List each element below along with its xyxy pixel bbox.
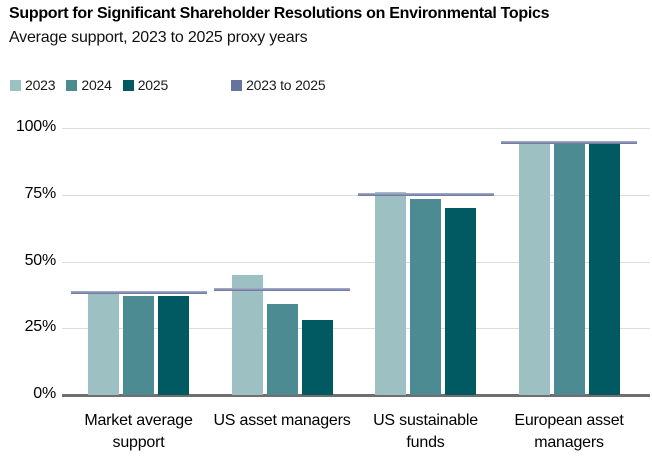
x-axis-label-line: support — [112, 434, 165, 451]
x-axis-label-line: US sustainable — [373, 412, 478, 429]
bar-2025-group2 — [301, 320, 333, 395]
average-line-group2 — [214, 288, 350, 292]
average-line-group1 — [70, 290, 207, 294]
bar-2024-group1 — [123, 296, 154, 395]
gridline-50 — [62, 261, 650, 263]
y-tick-label-100: 100% — [15, 118, 56, 135]
x-axis-label-group3: US sustainable funds — [341, 410, 511, 454]
x-axis-baseline — [62, 394, 650, 397]
chart-legend: 2023 2024 2025 2023 to 2025 — [10, 77, 336, 93]
legend-item-2023-to-2025: 2023 to 2025 — [231, 77, 326, 93]
legend-label: 2025 — [137, 77, 169, 93]
chart-title: Support for Significant Shareholder Reso… — [9, 5, 550, 22]
x-axis-label-line: managers — [534, 434, 604, 451]
bar-2025-group1 — [158, 296, 189, 395]
x-axis-label-group4: European asset managers — [484, 410, 652, 454]
legend-swatch-icon — [231, 79, 243, 91]
gridline-25 — [62, 328, 650, 330]
average-line-group4 — [501, 141, 637, 145]
average-line-group3 — [357, 193, 494, 197]
x-axis-label-line: Market average — [84, 412, 193, 429]
bar-2024-group3 — [410, 198, 441, 395]
bar-2023-group1 — [88, 290, 119, 395]
x-axis-label-group1: Market average support — [54, 410, 224, 454]
bar-2025-group4 — [588, 144, 620, 395]
x-axis-label-line: US asset managers — [213, 412, 351, 429]
y-tick-label-25: 25% — [24, 318, 57, 336]
x-axis-label-line: funds — [406, 434, 445, 451]
legend-label: 2024 — [81, 77, 112, 93]
y-tick-label-50: 50% — [24, 251, 57, 269]
legend-item-2023: 2023 — [10, 77, 56, 93]
chart-subtitle: Average support, 2023 to 2025 proxy year… — [9, 29, 308, 46]
bar-2024-group4 — [553, 141, 585, 395]
gridline-100 — [62, 128, 650, 129]
legend-swatch-icon — [66, 79, 78, 91]
legend-label: 2023 — [25, 77, 56, 93]
x-axis-label-line: European asset — [514, 412, 624, 429]
legend-swatch-icon — [122, 79, 134, 91]
legend-label: 2023 to 2025 — [246, 77, 326, 93]
bar-2023-group4 — [518, 144, 550, 395]
x-axis-label-group2: US asset managers — [197, 410, 367, 432]
legend-swatch-icon — [10, 79, 21, 91]
bar-2023-group2 — [231, 274, 263, 395]
y-tick-label-75: 75% — [24, 184, 57, 202]
y-tick-label-0: 0% — [33, 385, 56, 402]
legend-item-2025: 2025 — [122, 77, 169, 93]
bar-2024-group2 — [266, 304, 298, 395]
bar-2023-group3 — [375, 192, 406, 395]
legend-item-2024: 2024 — [66, 77, 112, 93]
gridline-75 — [62, 194, 650, 196]
bar-2025-group3 — [445, 208, 476, 395]
